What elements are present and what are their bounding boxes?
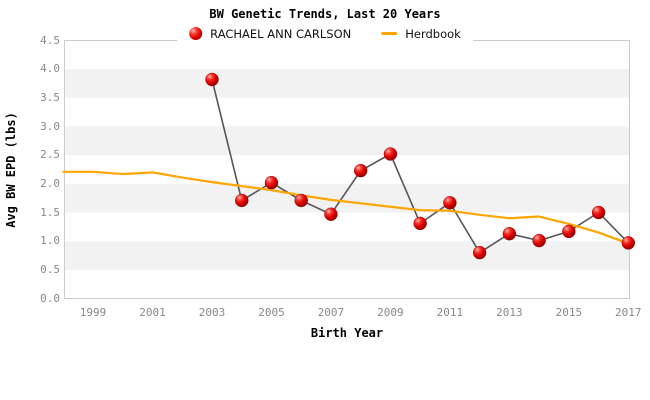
grid-band (65, 69, 629, 98)
legend: RACHAEL ANN CARLSON Herdbook (177, 25, 473, 42)
y-tick-label: 4.5 (40, 33, 60, 47)
y-tick-label: 1.5 (40, 205, 60, 219)
x-tick-label: 2015 (555, 306, 583, 319)
data-point (324, 207, 338, 221)
red-ball-marker-icon (189, 27, 203, 40)
x-tick-label: 2005 (258, 306, 285, 319)
y-tick-label: 4.0 (40, 62, 60, 76)
data-point (532, 233, 546, 248)
legend-label-herdbook: Herdbook (405, 26, 461, 41)
data-point (591, 205, 606, 220)
data-point (205, 72, 219, 87)
data-point (235, 193, 249, 208)
x-tick-label: 1999 (79, 306, 107, 319)
data-point (562, 224, 576, 239)
x-axis-title: Birth Year (310, 326, 384, 340)
x-tick-label: 2011 (436, 306, 464, 319)
data-point (294, 193, 308, 208)
plot-area (62, 40, 636, 299)
data-point (383, 147, 398, 161)
x-tick-label: 2017 (615, 306, 642, 319)
x-tick-label: 2009 (377, 306, 404, 319)
y-tick-label: 3.5 (40, 90, 60, 104)
chart-title: BW Genetic Trends, Last 20 Years (209, 7, 441, 21)
grid-band (65, 241, 629, 270)
x-tick-label: 2007 (317, 306, 345, 319)
legend-item-herdbook: Herdbook (381, 27, 461, 41)
data-point (413, 216, 427, 231)
grid-band (65, 183, 629, 213)
herdbook-series-line (62, 170, 630, 245)
grid-band (65, 126, 629, 156)
x-tick-label: 2013 (496, 306, 523, 319)
data-point (472, 245, 487, 260)
y-tick-label: 0.0 (40, 291, 60, 305)
data-point (264, 175, 279, 190)
x-tick-label: 2003 (198, 306, 226, 319)
data-point (353, 163, 368, 178)
legend-item-rachael-ann-carlson: RACHAEL ANN CARLSON (189, 27, 351, 41)
y-tick-label: 1.0 (40, 234, 60, 248)
orange-line-marker-icon (381, 32, 398, 35)
y-tick-label: 2.0 (40, 176, 60, 190)
x-tick-label: 2001 (139, 306, 166, 319)
y-tick-label: 3.0 (40, 119, 60, 133)
data-point (502, 227, 517, 241)
data-point (443, 196, 457, 210)
legend-label-carlson: RACHAEL ANN CARLSON (210, 26, 352, 41)
data-point (621, 236, 636, 250)
y-tick-label: 2.5 (40, 148, 60, 162)
y-tick-label: 0.5 (40, 262, 60, 276)
